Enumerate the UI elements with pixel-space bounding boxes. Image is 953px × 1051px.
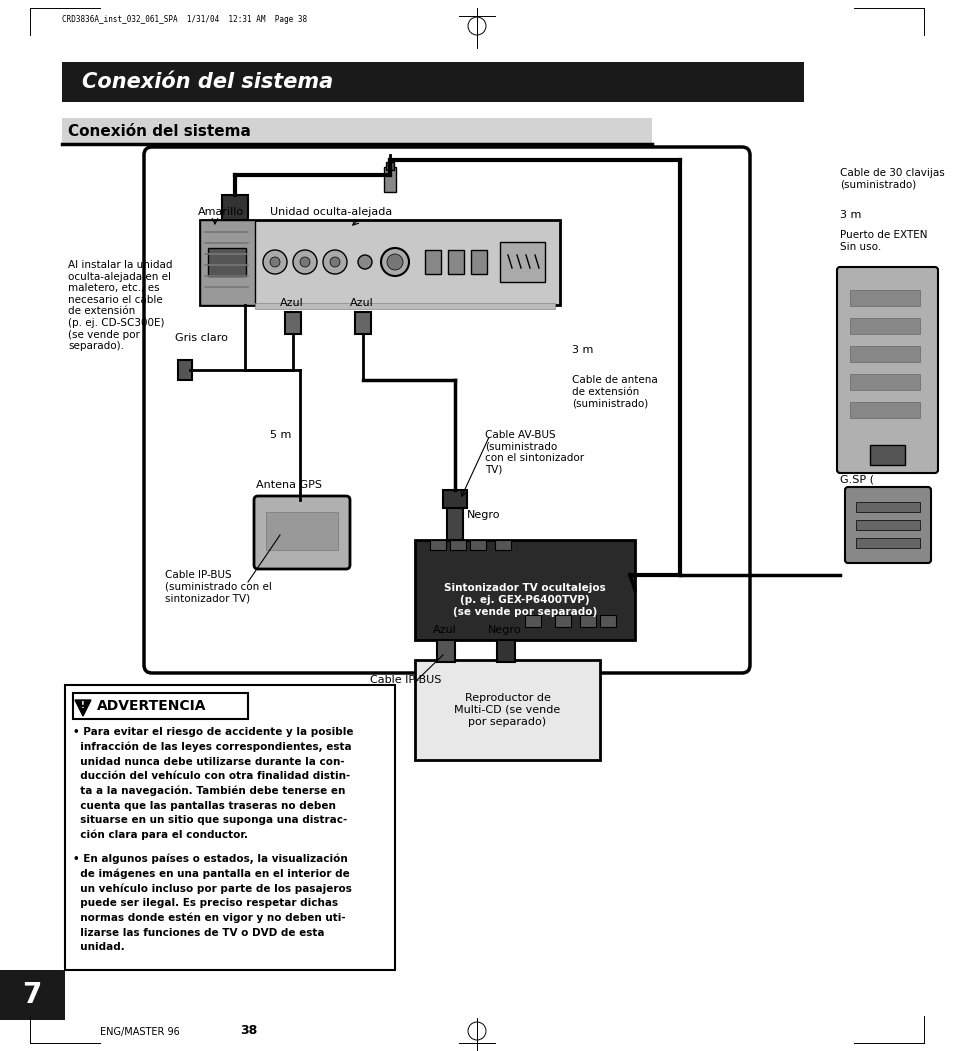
FancyBboxPatch shape xyxy=(62,118,651,144)
FancyBboxPatch shape xyxy=(450,540,465,550)
Circle shape xyxy=(380,248,409,276)
FancyBboxPatch shape xyxy=(415,540,635,640)
FancyBboxPatch shape xyxy=(471,250,486,274)
Text: Cable AV-BUS
(suministrado
con el sintonizador
TV): Cable AV-BUS (suministrado con el sinton… xyxy=(484,430,583,475)
FancyBboxPatch shape xyxy=(0,970,65,1021)
FancyBboxPatch shape xyxy=(222,195,248,220)
Circle shape xyxy=(270,257,280,267)
FancyBboxPatch shape xyxy=(386,162,394,170)
Text: Negro: Negro xyxy=(488,625,521,635)
FancyBboxPatch shape xyxy=(524,615,540,627)
FancyBboxPatch shape xyxy=(447,504,462,540)
FancyBboxPatch shape xyxy=(254,303,555,309)
FancyBboxPatch shape xyxy=(836,267,937,473)
Text: CRD3836A_inst_032_061_SPA  1/31/04  12:31 AM  Page 38: CRD3836A_inst_032_061_SPA 1/31/04 12:31 … xyxy=(62,15,307,24)
FancyBboxPatch shape xyxy=(499,242,544,282)
FancyBboxPatch shape xyxy=(384,167,395,192)
Text: ENG/MASTER 96: ENG/MASTER 96 xyxy=(100,1027,179,1037)
Text: Unidad oculta-alejada: Unidad oculta-alejada xyxy=(270,207,392,217)
FancyBboxPatch shape xyxy=(178,360,192,380)
FancyBboxPatch shape xyxy=(442,490,467,508)
Text: Antena GPS: Antena GPS xyxy=(255,480,322,490)
Circle shape xyxy=(263,250,287,274)
Text: Azul: Azul xyxy=(433,625,456,635)
Text: Conexión del sistema: Conexión del sistema xyxy=(68,124,251,139)
FancyBboxPatch shape xyxy=(855,502,919,512)
FancyBboxPatch shape xyxy=(266,512,337,550)
FancyBboxPatch shape xyxy=(599,615,616,627)
Text: Cable de antena
de extensión
(suministrado): Cable de antena de extensión (suministra… xyxy=(572,375,657,408)
FancyBboxPatch shape xyxy=(73,693,248,719)
FancyBboxPatch shape xyxy=(849,318,919,334)
FancyBboxPatch shape xyxy=(253,496,350,569)
FancyBboxPatch shape xyxy=(855,538,919,548)
FancyBboxPatch shape xyxy=(436,640,455,662)
Circle shape xyxy=(299,257,310,267)
FancyBboxPatch shape xyxy=(855,520,919,530)
FancyBboxPatch shape xyxy=(62,62,803,102)
FancyBboxPatch shape xyxy=(200,220,254,305)
Circle shape xyxy=(387,254,402,270)
Text: Negro: Negro xyxy=(467,510,500,520)
Text: • En algunos países o estados, la visualización
  de imágenes en una pantalla en: • En algunos países o estados, la visual… xyxy=(73,853,352,952)
FancyBboxPatch shape xyxy=(65,685,395,970)
Text: Conexión del sistema: Conexión del sistema xyxy=(82,73,333,92)
FancyBboxPatch shape xyxy=(144,147,749,673)
Text: Cable de 30 clavijas
(suministrado): Cable de 30 clavijas (suministrado) xyxy=(840,168,943,189)
FancyBboxPatch shape xyxy=(430,540,446,550)
Circle shape xyxy=(330,257,339,267)
Text: Cable IP-BUS: Cable IP-BUS xyxy=(370,675,441,685)
FancyBboxPatch shape xyxy=(355,312,371,334)
Text: Al instalar la unidad
oculta-alejada en el
maletero, etc., es
necesario el cable: Al instalar la unidad oculta-alejada en … xyxy=(68,260,172,351)
FancyBboxPatch shape xyxy=(448,250,463,274)
Text: Reproductor de
Multi-CD (se vende
por separado): Reproductor de Multi-CD (se vende por se… xyxy=(454,694,560,726)
Text: Azul: Azul xyxy=(280,298,303,308)
Text: Sintonizador TV ocultalejos
(p. ej. GEX-P6400TVP)
(se vende por separado): Sintonizador TV ocultalejos (p. ej. GEX-… xyxy=(444,583,605,617)
Text: 5 m: 5 m xyxy=(270,430,291,440)
FancyBboxPatch shape xyxy=(849,290,919,306)
Text: Gris claro: Gris claro xyxy=(174,333,228,343)
FancyBboxPatch shape xyxy=(579,615,596,627)
Text: !: ! xyxy=(81,701,85,709)
Text: 3 m: 3 m xyxy=(840,210,861,220)
FancyBboxPatch shape xyxy=(208,248,246,276)
Text: 7: 7 xyxy=(22,981,42,1009)
FancyBboxPatch shape xyxy=(555,615,571,627)
Text: • Para evitar el riesgo de accidente y la posible
  infracción de las leyes corr: • Para evitar el riesgo de accidente y l… xyxy=(73,727,354,840)
FancyBboxPatch shape xyxy=(285,312,301,334)
FancyBboxPatch shape xyxy=(869,445,904,465)
Text: Amarillo: Amarillo xyxy=(198,207,244,217)
FancyBboxPatch shape xyxy=(849,401,919,418)
FancyBboxPatch shape xyxy=(849,374,919,390)
FancyBboxPatch shape xyxy=(200,220,559,305)
FancyBboxPatch shape xyxy=(844,487,930,563)
Text: Cable IP-BUS
(suministrado con el
sintonizador TV): Cable IP-BUS (suministrado con el sinton… xyxy=(165,570,272,603)
Polygon shape xyxy=(75,700,91,716)
FancyBboxPatch shape xyxy=(470,540,485,550)
Text: Puerto de EXTEN
Sin uso.: Puerto de EXTEN Sin uso. xyxy=(840,230,926,251)
FancyBboxPatch shape xyxy=(497,640,515,662)
Text: 38: 38 xyxy=(240,1024,257,1037)
FancyBboxPatch shape xyxy=(495,540,511,550)
FancyBboxPatch shape xyxy=(849,346,919,362)
Circle shape xyxy=(357,255,372,269)
Text: G.SP (: G.SP ( xyxy=(840,475,873,485)
Text: Azul: Azul xyxy=(350,298,374,308)
Circle shape xyxy=(293,250,316,274)
FancyBboxPatch shape xyxy=(424,250,440,274)
Text: 3 m: 3 m xyxy=(572,345,593,355)
Text: ADVERTENCIA: ADVERTENCIA xyxy=(97,699,206,713)
Circle shape xyxy=(323,250,347,274)
FancyBboxPatch shape xyxy=(415,660,599,760)
